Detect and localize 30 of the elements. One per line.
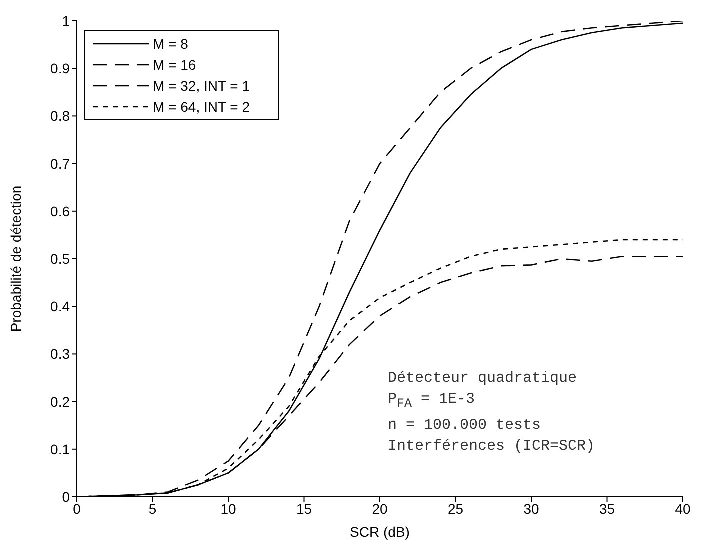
x-tick-label: 30: [524, 500, 540, 517]
x-tick-label: 35: [599, 500, 616, 517]
y-tick-label: 0.9: [50, 60, 70, 77]
annotation: n = 100.000 tests: [388, 416, 542, 436]
legend-label: M = 16: [153, 56, 196, 72]
y-tick-label: 0.1: [50, 441, 70, 458]
y-tick-label: 0.2: [50, 394, 70, 410]
y-tick-label: 0.7: [50, 156, 70, 172]
x-tick-label: 40: [675, 500, 691, 517]
annotation: P$_{FA}$ = 1E-3: [388, 390, 476, 413]
legend-label: M = 8: [153, 36, 188, 52]
annotation: Interférences (ICR=SCR): [388, 437, 596, 457]
y-tick-label: 1: [62, 12, 70, 29]
y-tick-label: 0.4: [50, 298, 70, 315]
legend-label: M = 64, INT = 2: [153, 98, 250, 114]
x-tick-label: 25: [448, 500, 464, 517]
y-tick-label: 0.6: [50, 203, 70, 220]
x-axis-title: SCR (dB): [350, 524, 410, 540]
legend-label: M = 32, INT = 1: [153, 78, 250, 94]
x-tick-label: 10: [220, 500, 236, 517]
x-tick-label: 20: [372, 500, 388, 517]
x-tick-label: 5: [148, 500, 157, 517]
y-tick-label: 0: [62, 488, 70, 505]
y-tick-label: 0.3: [50, 346, 70, 362]
x-tick-label: 0: [73, 500, 82, 517]
x-tick-label: 15: [296, 500, 312, 517]
annotation: Détecteur quadratique: [388, 369, 578, 389]
y-tick-label: 0.8: [50, 108, 70, 124]
y-tick-label: 0.5: [50, 250, 70, 267]
y-axis-title: Probabilité de détection: [8, 186, 24, 332]
